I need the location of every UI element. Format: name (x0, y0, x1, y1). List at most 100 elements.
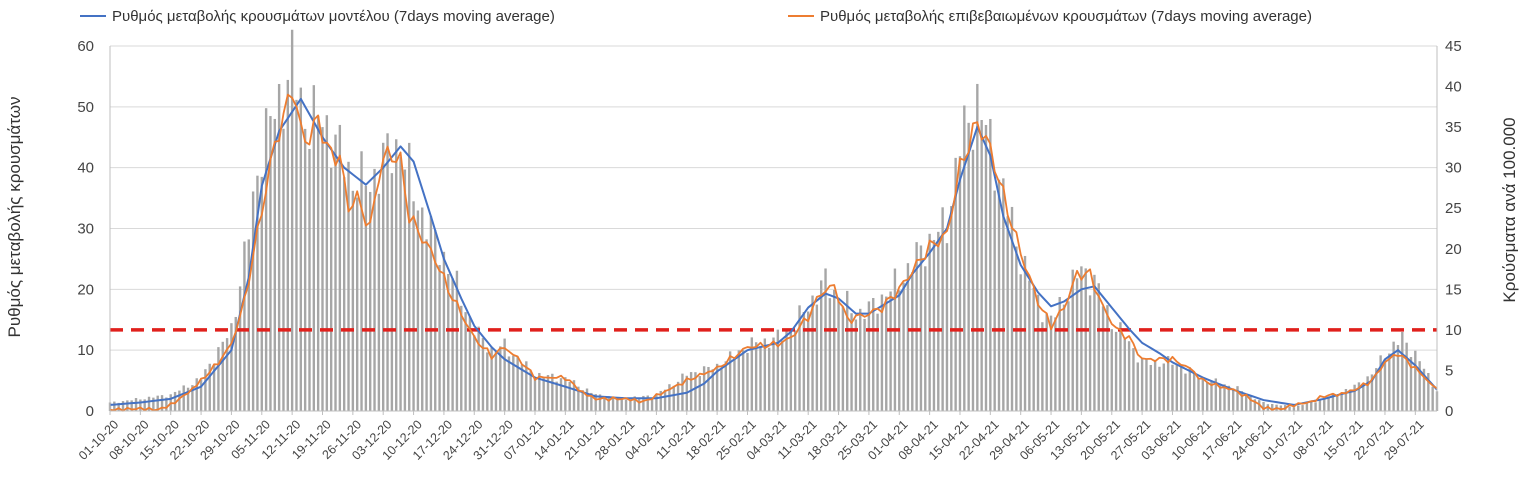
bar (902, 282, 905, 411)
bar (286, 79, 289, 412)
bar (338, 124, 342, 411)
bar (733, 357, 736, 411)
bar (160, 395, 164, 411)
y-left-tick-label: 10 (77, 342, 94, 359)
bar (282, 128, 285, 411)
bar (681, 373, 684, 411)
bar (525, 361, 528, 411)
bar (1223, 384, 1226, 411)
bar (590, 392, 593, 411)
bar (312, 85, 316, 411)
y-left-tick-label: 0 (86, 403, 94, 420)
bar (247, 239, 250, 411)
bar (382, 142, 385, 412)
bar (1179, 367, 1183, 411)
bar (872, 298, 875, 411)
bar (178, 390, 181, 411)
y-axis-right-title: Κρούσματα ανά 100.000 (1500, 117, 1519, 302)
bar (789, 332, 793, 411)
bar (1218, 385, 1222, 411)
bar (1002, 178, 1005, 411)
bar (251, 191, 255, 411)
bar (1041, 322, 1044, 411)
bar (759, 345, 762, 411)
bar (694, 372, 697, 411)
y-right-tick-label: 15 (1445, 281, 1462, 298)
bar (1231, 388, 1235, 411)
bar (1158, 366, 1161, 411)
bar (342, 177, 346, 411)
bar (390, 173, 394, 411)
bar (273, 118, 276, 411)
bar (1110, 329, 1113, 411)
bar (715, 363, 719, 411)
bar (859, 308, 862, 411)
bar (637, 397, 641, 411)
bar (494, 351, 498, 411)
bar (1162, 363, 1165, 411)
bar (958, 156, 962, 411)
bar (707, 366, 710, 411)
y-right-tick-label: 30 (1445, 160, 1462, 177)
bar (1418, 361, 1421, 411)
bar (1006, 216, 1009, 411)
y-right-tick-label: 45 (1445, 38, 1462, 55)
bar (572, 380, 576, 411)
bar (724, 361, 727, 411)
bar (152, 397, 155, 411)
bar (156, 395, 159, 411)
bar (598, 394, 602, 411)
bar (629, 399, 632, 411)
bar (434, 230, 437, 411)
bar (841, 306, 845, 411)
bar (499, 346, 502, 411)
bar (1184, 373, 1187, 411)
bar (295, 99, 298, 411)
bar (867, 301, 871, 411)
bar (624, 399, 628, 411)
y-left-tick-label: 20 (77, 281, 94, 298)
bar (425, 239, 428, 411)
bar (230, 323, 233, 411)
bar (889, 291, 892, 411)
bar (928, 233, 931, 411)
bar (186, 387, 190, 411)
bar (256, 175, 259, 411)
bar (1153, 359, 1157, 411)
bar (204, 369, 207, 411)
bar (850, 313, 853, 411)
y-right-tick-label: 25 (1445, 200, 1462, 217)
bar (633, 396, 636, 411)
bar (1119, 322, 1122, 411)
y-right-tick-label: 10 (1445, 322, 1462, 339)
bar (711, 369, 714, 411)
bar (767, 347, 771, 411)
bar (438, 265, 441, 411)
bar (1032, 287, 1035, 411)
bar (876, 313, 879, 411)
bar (846, 290, 849, 411)
bar (1192, 372, 1196, 411)
legend-model-label: Ρυθμός μεταβολής κρουσμάτων μοντέλου (7d… (112, 8, 555, 25)
bar (815, 304, 819, 411)
axes (109, 46, 1438, 412)
bar (546, 375, 550, 411)
bar (577, 386, 580, 411)
bar (750, 337, 754, 411)
bar (221, 341, 224, 411)
bar (238, 286, 242, 411)
bar (802, 311, 806, 411)
bar (299, 87, 303, 411)
bar (828, 298, 832, 411)
bar (811, 295, 814, 411)
bar (1045, 313, 1048, 411)
bar (516, 356, 519, 411)
legend: Ρυθμός μεταβολής κρουσμάτων μοντέλου (7d… (80, 8, 1312, 25)
bar (728, 351, 732, 411)
bar (607, 396, 610, 411)
bar (191, 385, 194, 411)
bar (585, 388, 589, 411)
bar (581, 390, 584, 411)
bar (1357, 382, 1361, 411)
bar (945, 243, 949, 411)
